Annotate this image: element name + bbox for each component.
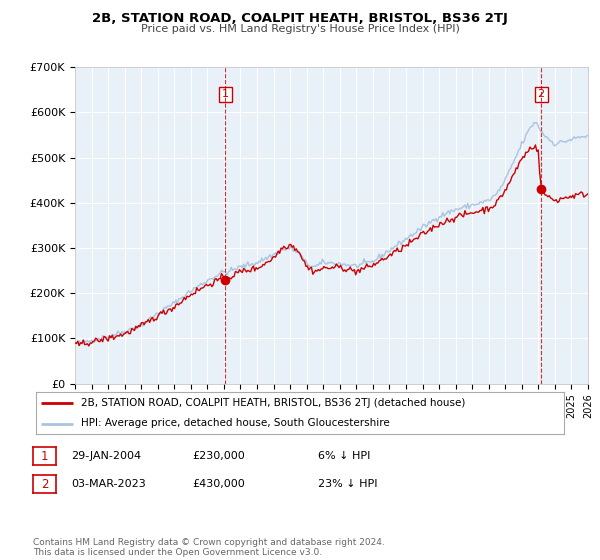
Text: Contains HM Land Registry data © Crown copyright and database right 2024.
This d: Contains HM Land Registry data © Crown c… — [33, 538, 385, 557]
Text: 2B, STATION ROAD, COALPIT HEATH, BRISTOL, BS36 2TJ: 2B, STATION ROAD, COALPIT HEATH, BRISTOL… — [92, 12, 508, 25]
Text: 1: 1 — [222, 90, 229, 99]
Text: 6% ↓ HPI: 6% ↓ HPI — [318, 451, 370, 461]
Text: Price paid vs. HM Land Registry's House Price Index (HPI): Price paid vs. HM Land Registry's House … — [140, 24, 460, 34]
Text: 23% ↓ HPI: 23% ↓ HPI — [318, 479, 377, 489]
Text: £230,000: £230,000 — [192, 451, 245, 461]
Text: 29-JAN-2004: 29-JAN-2004 — [71, 451, 141, 461]
Text: 2: 2 — [538, 90, 545, 99]
Text: £430,000: £430,000 — [192, 479, 245, 489]
Text: 1: 1 — [41, 450, 48, 463]
Text: HPI: Average price, detached house, South Gloucestershire: HPI: Average price, detached house, Sout… — [81, 418, 389, 428]
Text: 2: 2 — [41, 478, 48, 491]
Text: 2B, STATION ROAD, COALPIT HEATH, BRISTOL, BS36 2TJ (detached house): 2B, STATION ROAD, COALPIT HEATH, BRISTOL… — [81, 398, 465, 408]
Text: 03-MAR-2023: 03-MAR-2023 — [71, 479, 146, 489]
